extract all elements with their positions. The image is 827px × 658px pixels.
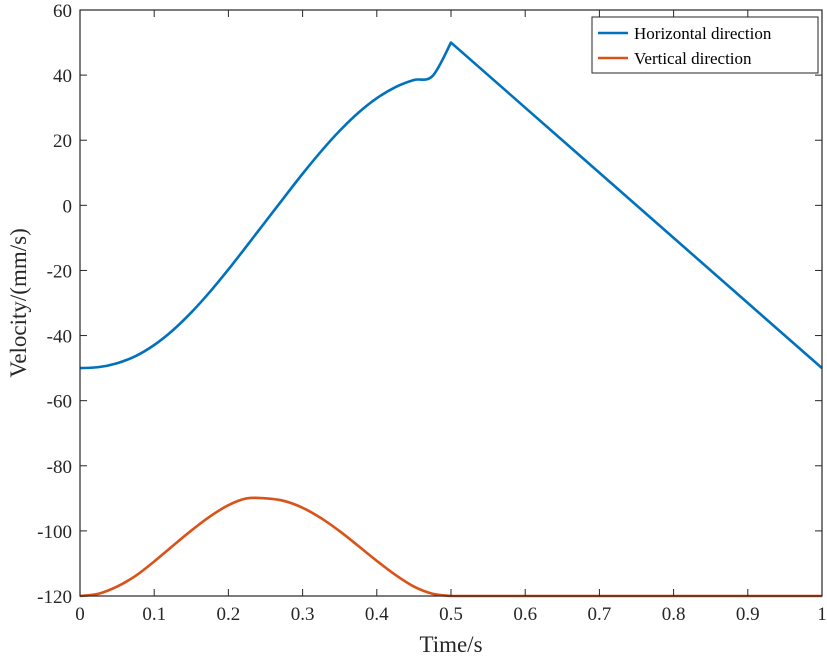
ticks-layer: 0 0.1 0.2 0.3 0.4 0.5 0.6 0.7 0.8 0.9 1 -120 -100 -80…: [37, 1, 827, 625]
legend-box: [591, 16, 819, 74]
y-tick-label: 0: [63, 196, 73, 217]
series-layer: [79, 41, 823, 598]
x-tick-label: 0.2: [217, 604, 241, 625]
x-tick-label: 0.7: [588, 604, 612, 625]
y-tick-label: -120: [37, 587, 72, 608]
legend-label-horizontal: Horizontal direction: [634, 24, 772, 43]
y-tick-label: -80: [47, 457, 72, 478]
y-tick-label: 60: [53, 1, 72, 22]
legend: Horizontal direction Vertical direction: [591, 16, 819, 74]
x-tick-label: 0.1: [142, 604, 166, 625]
series-line-horizontal: [79, 41, 823, 370]
y-tick-label: -40: [47, 327, 72, 348]
y-tick-label: -60: [47, 392, 72, 413]
x-tick-label: 0.3: [291, 604, 315, 625]
x-tick-label: 0.5: [439, 604, 463, 625]
y-tick-label: -20: [47, 261, 72, 282]
y-tick-label: 20: [53, 131, 72, 152]
legend-label-vertical: Vertical direction: [634, 49, 752, 68]
y-tick-label: -100: [37, 522, 72, 543]
x-tick-label: 0.8: [662, 604, 686, 625]
series-line-vertical: [79, 496, 822, 598]
x-tick-label: 0.4: [365, 604, 389, 625]
y-tick-label: 40: [53, 66, 72, 87]
x-tick-label: 0.6: [513, 604, 537, 625]
x-axis-label: Time/s: [419, 632, 482, 657]
x-tick-label: 0: [75, 604, 85, 625]
x-tick-label: 0.9: [736, 604, 760, 625]
x-tick-label: 1: [817, 604, 827, 625]
y-axis-label: Velocity/(mm/s): [6, 228, 31, 377]
